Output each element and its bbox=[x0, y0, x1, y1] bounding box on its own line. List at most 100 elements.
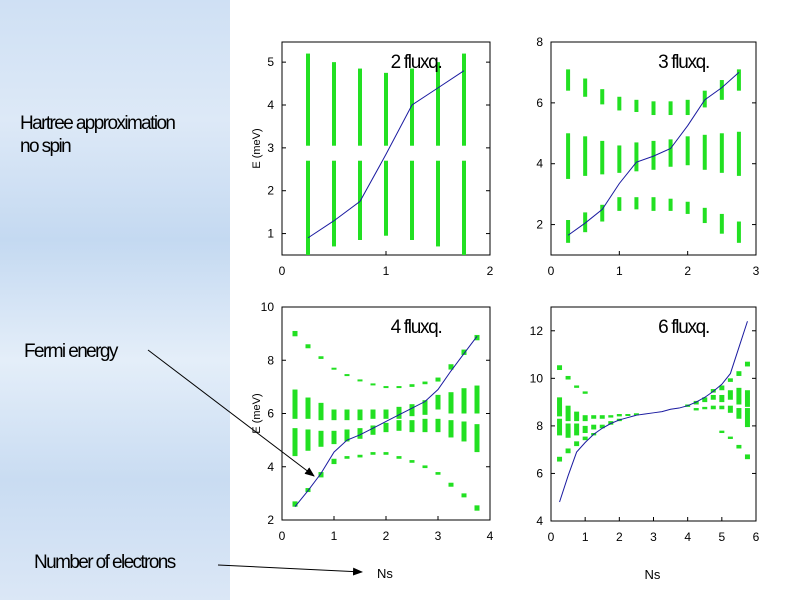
energy-level-bar bbox=[566, 220, 571, 243]
energy-level-bar bbox=[582, 425, 588, 434]
energy-level-bar bbox=[685, 99, 690, 116]
energy-level-bar bbox=[668, 139, 673, 167]
y-tick-label: 6 bbox=[536, 466, 543, 480]
energy-level-bar bbox=[396, 420, 402, 431]
energy-level-bar bbox=[461, 493, 467, 498]
fermi-energy-label: Fermi energy bbox=[24, 341, 118, 362]
chart-title: 3 fluxq. bbox=[658, 52, 709, 73]
slide-background-gradient bbox=[0, 0, 230, 600]
energy-level-bar bbox=[344, 374, 350, 377]
x-tick-label: 0 bbox=[279, 264, 286, 278]
energy-level-bar bbox=[565, 375, 571, 380]
x-tick-label: 0 bbox=[548, 264, 555, 278]
energy-level-bar bbox=[582, 436, 588, 441]
energy-level-bar bbox=[370, 425, 376, 435]
energy-level-bar bbox=[383, 386, 389, 389]
energy-level-bar bbox=[410, 68, 414, 146]
y-tick-label: 6 bbox=[536, 96, 543, 110]
energy-level-bar bbox=[384, 72, 388, 146]
energy-level-bar bbox=[409, 460, 415, 463]
energy-level-bar bbox=[574, 385, 580, 388]
energy-level-bar bbox=[702, 134, 707, 170]
energy-level-bar bbox=[608, 415, 614, 418]
y-tick-label: 4 bbox=[267, 460, 274, 474]
energy-level-bar bbox=[318, 472, 324, 478]
energy-level-bar bbox=[358, 68, 362, 146]
energy-level-bar bbox=[383, 422, 389, 433]
energy-level-bar bbox=[557, 397, 563, 417]
energy-level-bar bbox=[633, 413, 639, 416]
energy-level-bar bbox=[461, 421, 467, 442]
x-tick-label: 1 bbox=[582, 530, 589, 544]
chart-title: 2 fluxq. bbox=[391, 52, 442, 73]
energy-level-bar bbox=[719, 385, 725, 391]
x-tick-label: 2 bbox=[487, 264, 494, 278]
energy-level-bar bbox=[582, 415, 588, 422]
y-tick-label: 4 bbox=[267, 98, 274, 112]
energy-level-bar bbox=[719, 405, 725, 410]
energy-level-bar bbox=[591, 424, 597, 430]
y-tick-label: 2 bbox=[267, 184, 274, 198]
energy-level-bar bbox=[435, 394, 441, 410]
energy-level-bar bbox=[617, 96, 622, 111]
hartree-line1: Hartree approximation bbox=[20, 113, 176, 134]
y-tick-label: 12 bbox=[530, 324, 544, 338]
energy-level-bar bbox=[668, 198, 673, 211]
hartree-note: Hartree approximation no spin bbox=[20, 112, 176, 158]
y-tick-label: 3 bbox=[267, 141, 274, 155]
y-axis-label: E (meV) bbox=[251, 128, 263, 168]
y-tick-label: 10 bbox=[530, 371, 544, 385]
chart-title: 6 fluxq. bbox=[658, 317, 709, 338]
energy-level-bar bbox=[710, 394, 716, 400]
energy-level-bar bbox=[370, 383, 376, 386]
energy-level-bar bbox=[727, 405, 733, 413]
x-tick-label: 1 bbox=[383, 264, 390, 278]
y-tick-label: 4 bbox=[536, 157, 543, 171]
energy-level-bar bbox=[565, 405, 571, 422]
energy-level-bar bbox=[318, 402, 324, 421]
energy-level-bar bbox=[474, 385, 480, 414]
energy-level-bar bbox=[616, 414, 622, 417]
energy-level-bar bbox=[384, 160, 388, 236]
energy-level-bar bbox=[331, 458, 337, 465]
energy-level-bar bbox=[634, 142, 639, 172]
energy-level-bar bbox=[719, 133, 724, 173]
energy-level-bar bbox=[582, 391, 588, 394]
energy-level-bar bbox=[357, 454, 363, 458]
energy-level-bar bbox=[566, 69, 571, 91]
chart-1: 0 1 2 1 2 3 4 5 2 fluxq. E (meV) bbox=[251, 41, 494, 278]
energy-level-bar bbox=[600, 89, 605, 105]
fermi-energy-line bbox=[307, 70, 465, 239]
x-axis-label: Ns bbox=[645, 567, 661, 582]
energy-level-bar bbox=[344, 456, 350, 459]
energy-level-bar bbox=[370, 409, 376, 419]
energy-level-bar bbox=[736, 387, 742, 405]
x-tick-label: 0 bbox=[548, 530, 555, 544]
hartree-line2: no spin bbox=[20, 136, 72, 157]
y-tick-label: 10 bbox=[261, 300, 275, 314]
energy-level-bar bbox=[292, 428, 298, 457]
energy-level-bar bbox=[318, 430, 324, 447]
energy-level-bar bbox=[448, 420, 454, 438]
energy-level-bar bbox=[583, 78, 588, 97]
energy-level-bar bbox=[685, 201, 690, 214]
energy-level-bar bbox=[727, 378, 733, 382]
energy-level-bar bbox=[448, 364, 454, 370]
energy-level-bar bbox=[383, 409, 389, 419]
energy-level-bar bbox=[422, 418, 428, 433]
number-of-electrons-label: Number of electrons bbox=[34, 552, 176, 573]
energy-level-bar bbox=[474, 424, 480, 453]
energy-level-bar bbox=[583, 136, 588, 176]
energy-level-bar bbox=[634, 99, 639, 112]
energy-level-bar bbox=[574, 423, 580, 436]
energy-level-bar bbox=[744, 361, 750, 367]
energy-level-bar bbox=[651, 197, 656, 211]
energy-level-bar bbox=[396, 456, 402, 459]
energy-level-bar bbox=[617, 197, 622, 211]
energy-level-bar bbox=[383, 452, 389, 455]
x-tick-label: 4 bbox=[684, 530, 691, 544]
energy-level-bar bbox=[436, 160, 440, 247]
energy-level-bar bbox=[600, 204, 605, 222]
x-tick-label: 5 bbox=[718, 530, 725, 544]
